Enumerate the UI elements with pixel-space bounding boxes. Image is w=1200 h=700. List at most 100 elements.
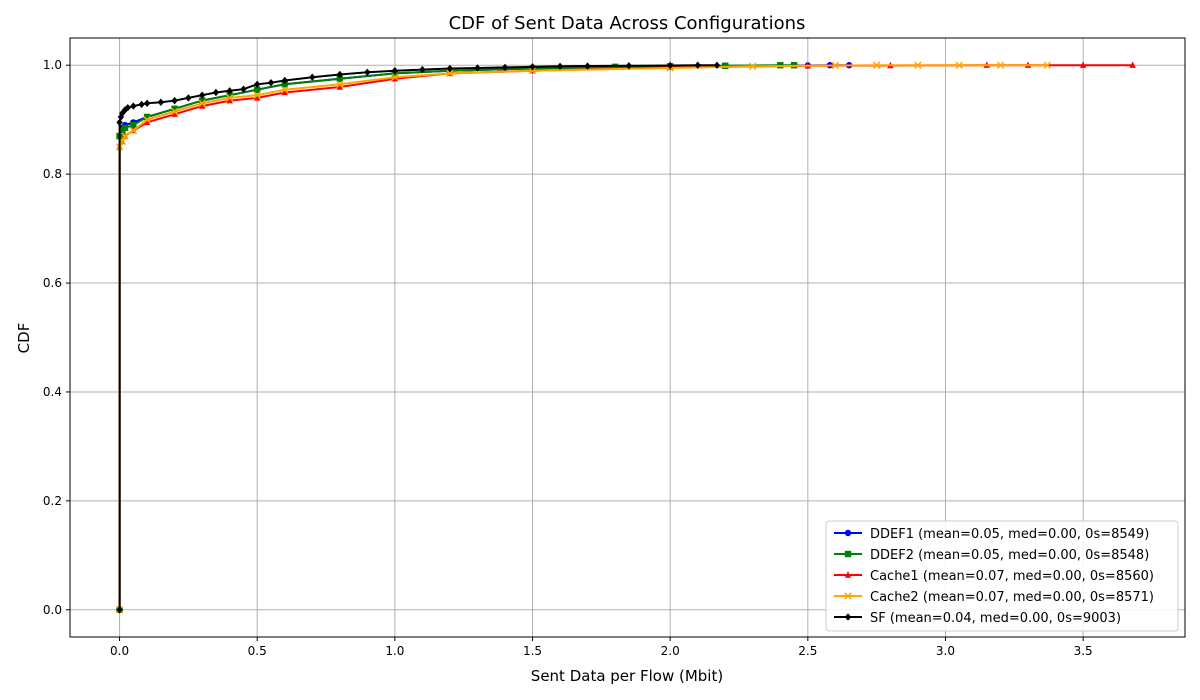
data-point bbox=[749, 62, 757, 71]
data-point bbox=[1079, 61, 1087, 68]
series-line bbox=[118, 64, 717, 610]
data-point bbox=[198, 97, 206, 104]
data-point bbox=[419, 65, 426, 74]
y-tick-label: 0.2 bbox=[43, 494, 62, 508]
legend-marker bbox=[844, 592, 852, 600]
data-point bbox=[171, 96, 178, 105]
x-tick-label: 2.0 bbox=[661, 644, 680, 658]
data-point bbox=[529, 63, 536, 71]
data-point bbox=[143, 118, 151, 126]
data-point bbox=[253, 91, 261, 99]
series-3 bbox=[115, 61, 1052, 614]
data-point bbox=[914, 61, 922, 69]
x-tick-label: 1.5 bbox=[523, 644, 542, 658]
data-point bbox=[226, 87, 233, 95]
data-point bbox=[267, 78, 275, 87]
data-point bbox=[212, 88, 220, 97]
data-point bbox=[121, 132, 129, 140]
data-point bbox=[556, 62, 564, 71]
data-point bbox=[119, 109, 126, 117]
data-point bbox=[364, 68, 371, 77]
series-1 bbox=[116, 62, 798, 613]
data-point bbox=[713, 61, 721, 69]
data-point bbox=[474, 64, 481, 72]
data-point bbox=[281, 81, 288, 88]
data-point bbox=[391, 73, 399, 81]
legend: DDEF1 (mean=0.05, med=0.00, 0s=8549) DDEF… bbox=[825, 520, 1179, 632]
x-axis-ticks: 0.0 0.5 1.0 1.5 2.0 2.5 3.0 3.5 bbox=[110, 637, 1093, 658]
legend-marker bbox=[844, 613, 852, 621]
data-point bbox=[694, 61, 701, 69]
data-point bbox=[171, 105, 178, 112]
y-axis-ticks: 0.0 0.2 0.4 0.6 0.8 1.0 bbox=[43, 58, 70, 617]
data-point bbox=[281, 86, 289, 94]
x-axis-label: Sent Data per Flow (Mbit) bbox=[531, 667, 723, 685]
data-point bbox=[391, 75, 399, 82]
y-axis-label: CDF bbox=[15, 323, 33, 354]
legend-marker bbox=[844, 571, 852, 578]
data-point bbox=[116, 118, 123, 127]
y-tick-label: 1.0 bbox=[43, 58, 62, 72]
data-point bbox=[185, 94, 192, 102]
data-point bbox=[138, 100, 145, 109]
data-point bbox=[121, 124, 129, 132]
series-line bbox=[118, 64, 795, 610]
data-point bbox=[143, 99, 151, 108]
data-point bbox=[254, 86, 261, 93]
data-point bbox=[198, 102, 206, 109]
series-0 bbox=[116, 62, 853, 613]
x-tick-label: 3.5 bbox=[1074, 644, 1093, 658]
data-point bbox=[225, 94, 234, 102]
legend-entry: DDEF2 (mean=0.05, med=0.00, 0s=8548) bbox=[870, 548, 1149, 563]
data-point bbox=[391, 66, 399, 75]
data-point bbox=[130, 121, 137, 129]
data-point bbox=[254, 80, 261, 88]
data-point bbox=[170, 107, 179, 116]
data-point bbox=[501, 63, 509, 72]
data-point bbox=[584, 62, 591, 70]
data-point bbox=[955, 61, 963, 69]
data-point bbox=[143, 113, 151, 121]
data-point bbox=[124, 104, 132, 112]
y-tick-label: 0.0 bbox=[43, 603, 62, 617]
data-point bbox=[281, 76, 288, 85]
data-point bbox=[446, 64, 454, 73]
data-point bbox=[309, 73, 316, 81]
legend-entry: Cache2 (mean=0.07, med=0.00, 0s=8571) bbox=[870, 590, 1154, 605]
y-tick-label: 0.6 bbox=[43, 276, 62, 290]
data-point bbox=[1043, 61, 1052, 69]
data-point bbox=[226, 91, 233, 99]
plot-frame bbox=[69, 37, 1186, 638]
data-point bbox=[198, 99, 206, 108]
data-point bbox=[625, 62, 633, 70]
data-point bbox=[143, 115, 151, 124]
legend-entry: SF (mean=0.04, med=0.00, 0s=9003) bbox=[870, 611, 1121, 626]
data-point bbox=[831, 61, 840, 70]
data-point bbox=[666, 61, 674, 70]
x-tick-label: 1.0 bbox=[385, 644, 404, 658]
data-point bbox=[336, 80, 344, 89]
series-layer bbox=[115, 61, 1136, 614]
data-point bbox=[281, 88, 288, 96]
data-point bbox=[129, 126, 138, 135]
data-point bbox=[336, 75, 344, 83]
data-point bbox=[130, 102, 137, 110]
data-point bbox=[226, 96, 233, 104]
data-point bbox=[116, 606, 123, 614]
x-tick-label: 0.0 bbox=[110, 644, 129, 658]
data-point bbox=[198, 91, 206, 99]
data-point bbox=[171, 110, 178, 117]
data-point bbox=[336, 70, 344, 79]
x-tick-label: 3.0 bbox=[936, 644, 955, 658]
data-point bbox=[528, 66, 537, 75]
data-point bbox=[254, 94, 261, 101]
data-point bbox=[157, 98, 165, 106]
data-point bbox=[240, 85, 247, 93]
x-tick-label: 2.5 bbox=[798, 644, 817, 658]
series-4 bbox=[116, 61, 721, 614]
chart-title: CDF of Sent Data Across Configurations bbox=[449, 13, 806, 34]
x-tick-label: 0.5 bbox=[248, 644, 267, 658]
y-tick-label: 0.8 bbox=[43, 167, 62, 181]
series-line bbox=[118, 64, 850, 610]
